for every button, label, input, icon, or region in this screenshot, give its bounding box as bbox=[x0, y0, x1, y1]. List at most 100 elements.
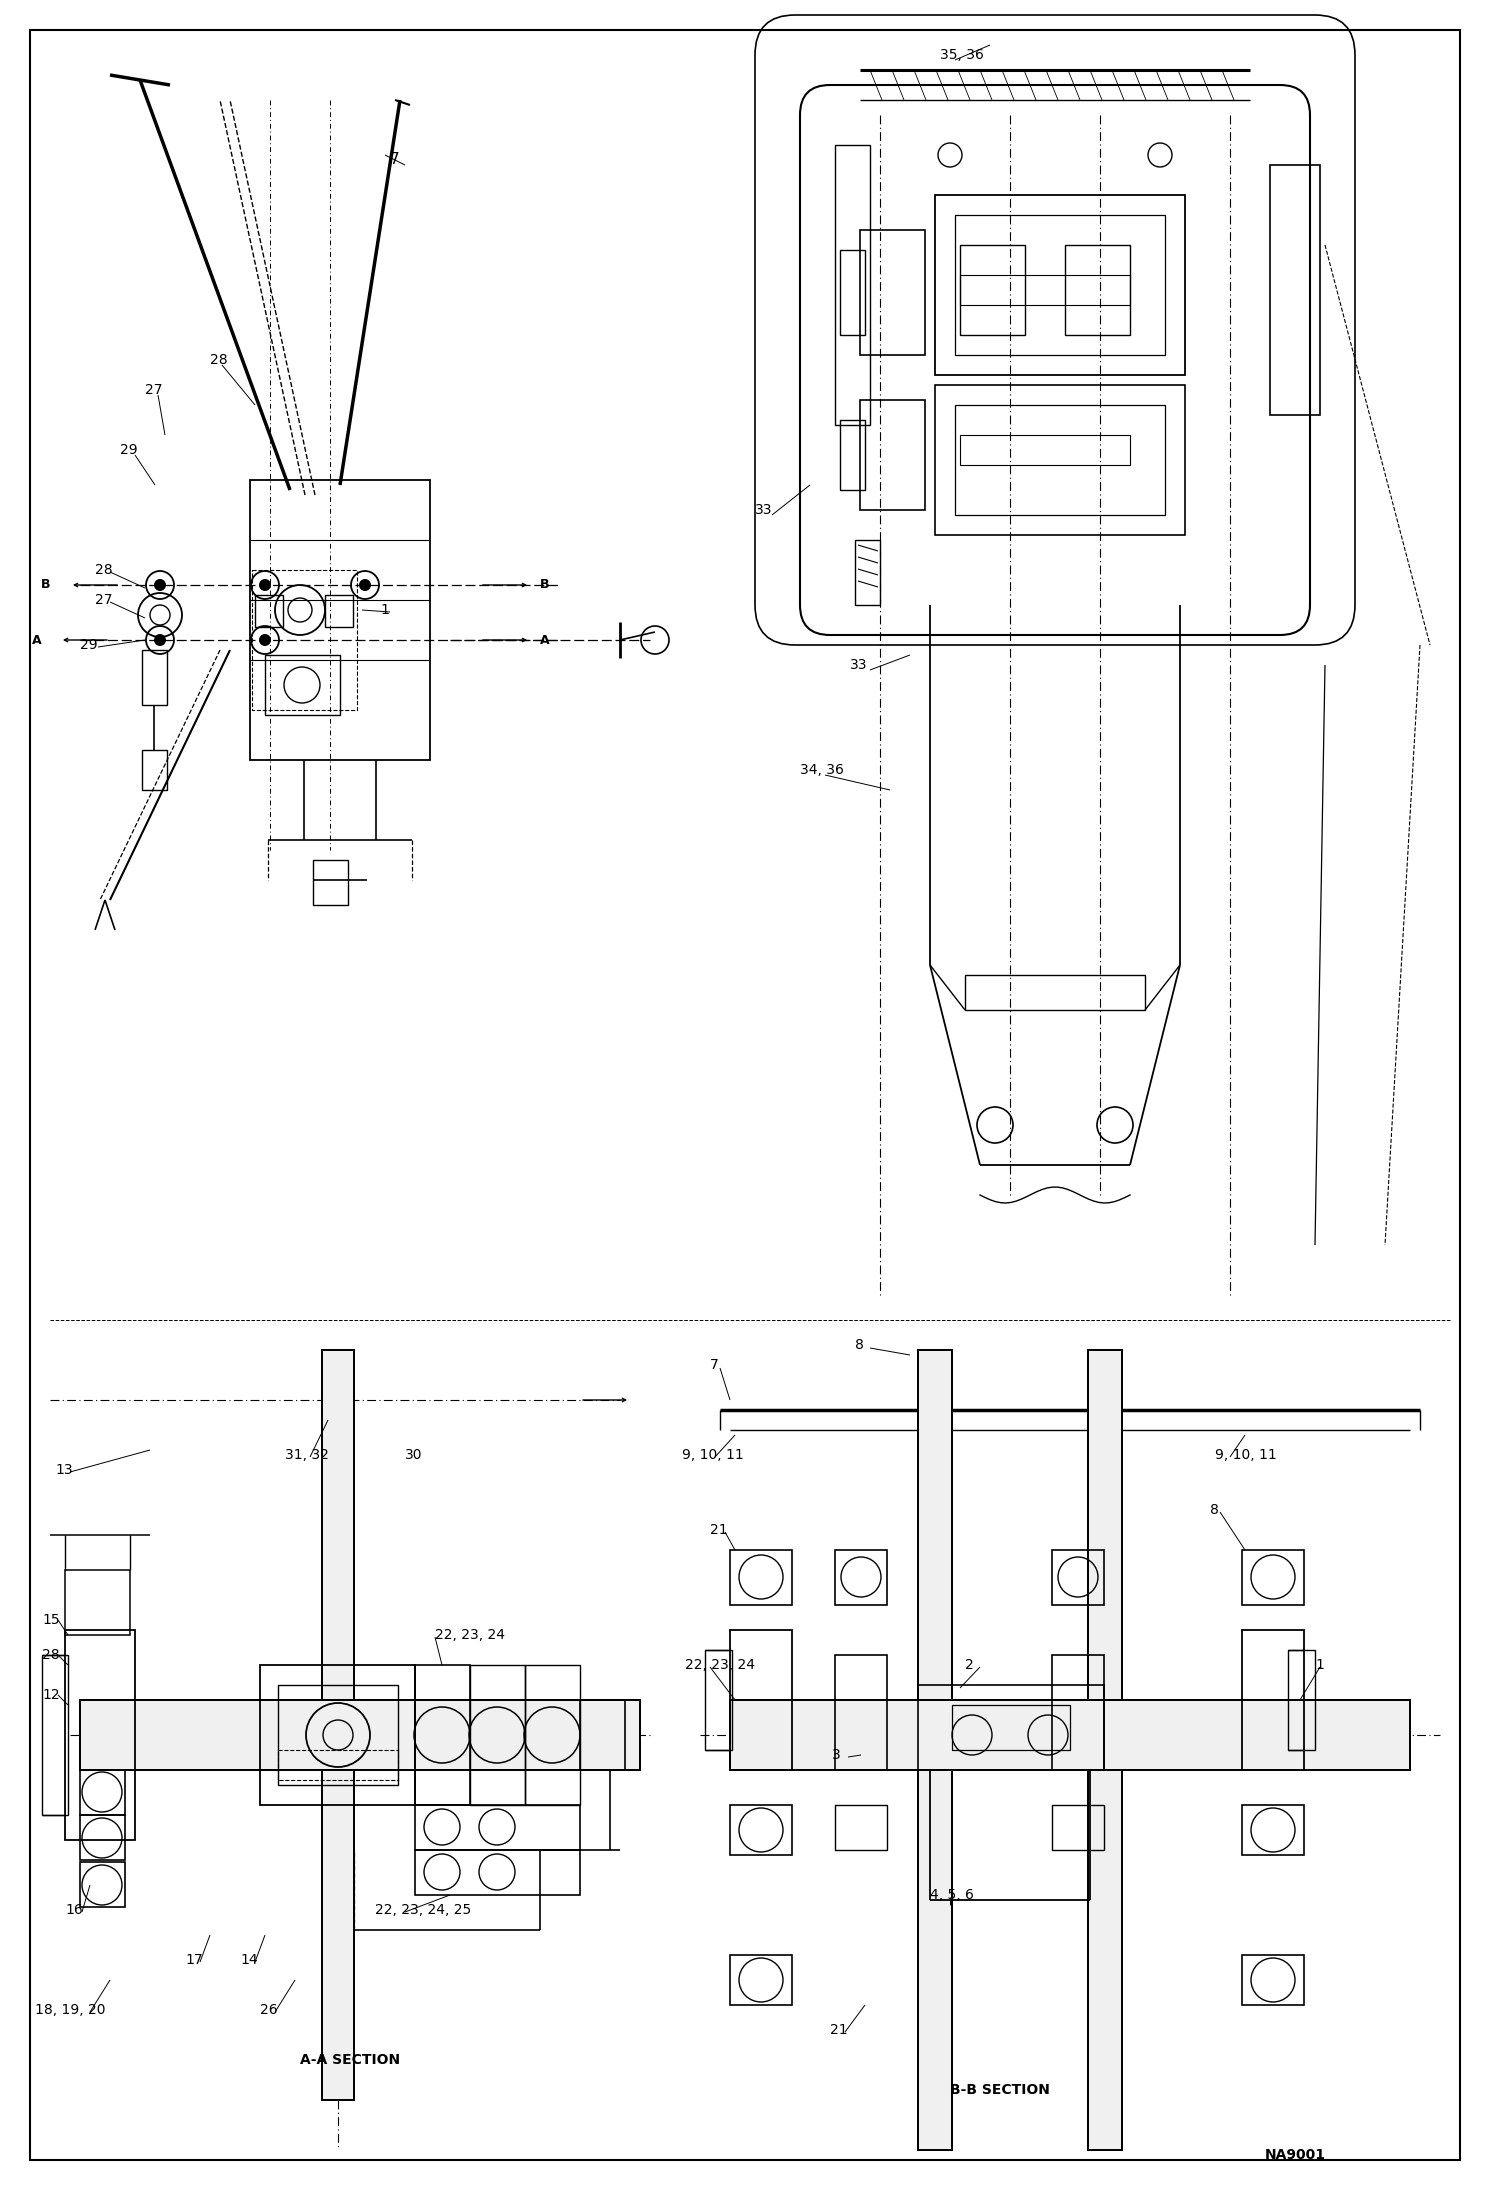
Text: 9, 10, 11: 9, 10, 11 bbox=[682, 1447, 743, 1463]
Bar bbox=[142, 750, 166, 789]
Bar bbox=[1088, 1351, 1122, 2149]
Bar bbox=[730, 1700, 1410, 1770]
Circle shape bbox=[154, 634, 166, 647]
Bar bbox=[918, 1684, 1104, 1770]
Text: 16: 16 bbox=[64, 1904, 82, 1917]
Bar bbox=[1052, 1805, 1104, 1851]
Bar bbox=[279, 1684, 398, 1785]
Text: 8: 8 bbox=[1210, 1502, 1219, 1518]
Text: 14: 14 bbox=[240, 1954, 258, 1967]
Bar bbox=[415, 1805, 580, 1851]
Text: 30: 30 bbox=[404, 1447, 422, 1463]
Text: 2: 2 bbox=[965, 1658, 974, 1671]
Bar bbox=[1052, 1550, 1104, 1605]
Bar bbox=[1242, 1954, 1303, 2004]
Bar bbox=[252, 570, 357, 711]
Bar bbox=[42, 1656, 67, 1816]
Bar bbox=[860, 399, 924, 511]
Bar bbox=[79, 1816, 124, 1860]
Bar bbox=[1088, 1351, 1122, 2149]
Bar bbox=[840, 250, 864, 336]
Text: NA9001: NA9001 bbox=[1264, 2147, 1326, 2162]
Text: 22, 23, 24: 22, 23, 24 bbox=[685, 1658, 755, 1671]
Text: 33: 33 bbox=[849, 658, 867, 671]
Bar bbox=[1242, 1629, 1303, 1770]
Text: 27: 27 bbox=[145, 384, 162, 397]
Bar bbox=[730, 1629, 792, 1770]
Text: 21: 21 bbox=[830, 2022, 848, 2037]
Bar bbox=[580, 1700, 625, 1770]
Bar bbox=[960, 434, 1129, 465]
Text: 27: 27 bbox=[94, 592, 112, 607]
Bar bbox=[279, 1750, 398, 1781]
Bar bbox=[855, 539, 879, 605]
Bar bbox=[325, 594, 354, 627]
Text: 34, 36: 34, 36 bbox=[800, 763, 843, 776]
Bar bbox=[322, 1351, 354, 2101]
Bar bbox=[322, 1351, 354, 2101]
Text: A-A SECTION: A-A SECTION bbox=[300, 2053, 400, 2068]
Bar bbox=[730, 1550, 792, 1605]
Text: 28: 28 bbox=[42, 1647, 60, 1662]
Bar bbox=[1242, 1550, 1303, 1605]
Text: 1: 1 bbox=[1315, 1658, 1324, 1671]
Bar bbox=[935, 386, 1185, 535]
Circle shape bbox=[259, 579, 271, 590]
Text: 4, 5, 6: 4, 5, 6 bbox=[930, 1888, 974, 1901]
Text: 26: 26 bbox=[261, 2002, 277, 2018]
Bar bbox=[965, 976, 1144, 1011]
Bar bbox=[524, 1664, 580, 1805]
Text: 35, 36: 35, 36 bbox=[941, 48, 984, 61]
Bar bbox=[860, 230, 924, 355]
Text: B: B bbox=[539, 579, 550, 592]
Bar bbox=[255, 594, 283, 627]
Text: 17: 17 bbox=[184, 1954, 202, 1967]
Text: 33: 33 bbox=[755, 502, 773, 518]
Bar bbox=[918, 1351, 953, 2149]
Text: 7: 7 bbox=[710, 1357, 719, 1373]
Text: 29: 29 bbox=[120, 443, 138, 456]
Text: 12: 12 bbox=[42, 1689, 60, 1702]
Bar bbox=[79, 1700, 640, 1770]
Bar bbox=[79, 1700, 640, 1770]
Text: 1: 1 bbox=[380, 603, 389, 616]
Bar bbox=[265, 656, 340, 715]
Bar bbox=[730, 1805, 792, 1855]
Bar bbox=[470, 1664, 524, 1805]
Bar bbox=[79, 1862, 124, 1908]
Text: B: B bbox=[40, 579, 49, 592]
Bar bbox=[956, 406, 1165, 515]
Text: 7: 7 bbox=[389, 154, 400, 167]
Bar bbox=[834, 1656, 887, 1770]
Text: 18, 19, 20: 18, 19, 20 bbox=[34, 2002, 105, 2018]
Text: A: A bbox=[539, 634, 550, 647]
Bar bbox=[64, 1570, 130, 1636]
Bar bbox=[960, 246, 1025, 336]
Text: 8: 8 bbox=[855, 1338, 864, 1353]
Text: B-B SECTION: B-B SECTION bbox=[950, 2083, 1050, 2097]
Bar bbox=[834, 1550, 887, 1605]
Text: 22, 23, 24, 25: 22, 23, 24, 25 bbox=[374, 1904, 472, 1917]
Bar bbox=[64, 1629, 135, 1840]
Bar bbox=[706, 1649, 733, 1750]
Bar bbox=[730, 1700, 1410, 1770]
Text: A: A bbox=[33, 634, 42, 647]
Circle shape bbox=[259, 634, 271, 647]
Bar bbox=[834, 1805, 887, 1851]
Bar bbox=[142, 649, 166, 704]
Bar bbox=[1242, 1805, 1303, 1855]
Bar bbox=[918, 1351, 953, 2149]
Bar bbox=[415, 1664, 470, 1805]
Bar bbox=[840, 421, 864, 489]
Bar bbox=[1270, 164, 1320, 414]
Bar bbox=[834, 145, 870, 425]
Bar bbox=[79, 1770, 124, 1816]
Circle shape bbox=[154, 579, 166, 590]
Text: 29: 29 bbox=[79, 638, 97, 651]
Text: 31, 32: 31, 32 bbox=[285, 1447, 330, 1463]
Bar bbox=[1288, 1649, 1315, 1750]
Bar bbox=[935, 195, 1185, 375]
Text: 22, 23, 24: 22, 23, 24 bbox=[434, 1627, 505, 1643]
Bar bbox=[956, 215, 1165, 355]
Bar bbox=[953, 1704, 1070, 1750]
